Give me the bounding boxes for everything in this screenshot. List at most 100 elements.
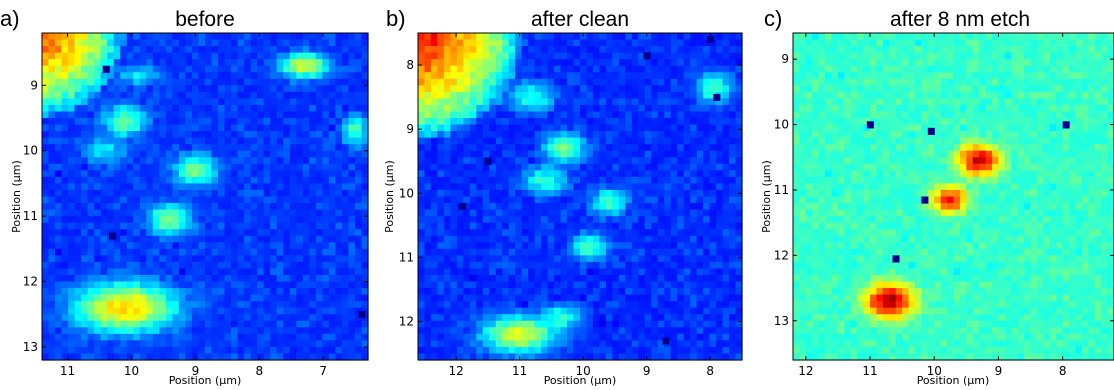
- heatmap-cell: [335, 268, 343, 276]
- heatmap-cell: [289, 33, 297, 41]
- heatmap-cell: [495, 91, 503, 99]
- heatmap-cell: [322, 353, 330, 361]
- heatmap-cell: [657, 98, 665, 106]
- heatmap-cell: [211, 78, 219, 86]
- heatmap-cell: [690, 111, 698, 119]
- heatmap-cell: [541, 33, 549, 41]
- heatmap-cell: [651, 294, 659, 302]
- heatmap-cell: [638, 261, 646, 270]
- heatmap-cell: [437, 255, 445, 263]
- heatmap-cell: [354, 261, 363, 270]
- heatmap-cell: [354, 78, 363, 86]
- heatmap-cell: [87, 196, 95, 204]
- heatmap-cell: [185, 104, 193, 113]
- heatmap-cell: [521, 46, 529, 54]
- heatmap-cell: [554, 281, 562, 289]
- heatmap-cell: [599, 196, 607, 204]
- heatmap-cell: [113, 255, 121, 263]
- heatmap-cell: [418, 144, 426, 152]
- heatmap-cell: [113, 137, 121, 145]
- heatmap-cell: [296, 274, 304, 283]
- heatmap-cell: [107, 346, 115, 355]
- heatmap-cell: [696, 222, 704, 230]
- heatmap-cell: [729, 150, 737, 158]
- heatmap-cell: [670, 314, 678, 322]
- heatmap-cell: [48, 144, 56, 152]
- heatmap-cell: [508, 59, 516, 67]
- heatmap-cell: [696, 327, 704, 335]
- heatmap-cell: [508, 222, 516, 230]
- heatmap-cell: [599, 124, 607, 132]
- heatmap-cell: [670, 209, 678, 217]
- heatmap-cell: [489, 340, 497, 348]
- heatmap-cell: [74, 235, 82, 243]
- heatmap-cell: [126, 346, 134, 355]
- heatmap-cell: [100, 124, 108, 132]
- heatmap-cell: [172, 72, 180, 80]
- heatmap-cell: [341, 320, 350, 328]
- heatmap-cell: [231, 39, 239, 47]
- heatmap-cell: [502, 118, 510, 126]
- heatmap-cell: [81, 294, 89, 302]
- heatmap-cell: [61, 170, 69, 178]
- heatmap-cell: [560, 203, 568, 211]
- heatmap-cell: [599, 144, 607, 152]
- heatmap-cell: [735, 65, 743, 73]
- heatmap-cell: [560, 150, 568, 158]
- heatmap-cell: [126, 294, 134, 302]
- heatmap-cell: [560, 170, 568, 178]
- heatmap-cell: [618, 59, 626, 67]
- heatmap-cell: [244, 288, 252, 296]
- heatmap-cell: [276, 255, 284, 263]
- heatmap-cell: [463, 170, 471, 178]
- heatmap-cell: [677, 163, 685, 171]
- heatmap-cell: [716, 98, 724, 106]
- heatmap-cell: [178, 52, 187, 60]
- heatmap-cell: [443, 242, 451, 250]
- heatmap-cell: [139, 131, 147, 139]
- heatmap-cell: [81, 288, 89, 296]
- heatmap-cell: [690, 216, 698, 224]
- heatmap-cell: [599, 78, 607, 86]
- heatmap-cell: [94, 124, 102, 132]
- heatmap-cell: [573, 98, 581, 106]
- heatmap-cell: [443, 274, 451, 283]
- heatmap-cell: [690, 209, 698, 217]
- heatmap-cell: [683, 98, 691, 106]
- heatmap-cell: [198, 203, 206, 211]
- heatmap-cell: [534, 235, 542, 243]
- heatmap-cell: [283, 301, 291, 309]
- heatmap-cell: [87, 314, 95, 322]
- heatmap-cell: [625, 163, 633, 171]
- heatmap-cell: [703, 183, 711, 191]
- heatmap-cell: [322, 294, 330, 302]
- heatmap-cell: [696, 340, 704, 348]
- heatmap-cell: [573, 91, 581, 99]
- heatmap-cell: [554, 144, 562, 152]
- heatmap-cell: [664, 261, 672, 270]
- heatmap-cell: [322, 170, 330, 178]
- heatmap-cell: [165, 281, 173, 289]
- heatmap-cell: [61, 268, 69, 276]
- heatmap-cell: [541, 255, 549, 263]
- heatmap-cell: [107, 209, 115, 217]
- heatmap-cell: [567, 150, 575, 158]
- heatmap-cell: [515, 59, 523, 67]
- heatmap-cell: [159, 59, 167, 67]
- heatmap-cell: [651, 242, 659, 250]
- heatmap-cell: [631, 52, 639, 60]
- heatmap-cell: [81, 235, 89, 243]
- heatmap-cell: [224, 72, 232, 80]
- heatmap-cell: [244, 59, 252, 67]
- heatmap-cell: [335, 353, 343, 361]
- heatmap-cell: [146, 150, 154, 158]
- heatmap-cell: [309, 104, 317, 113]
- heatmap-cell: [495, 346, 503, 355]
- heatmap-cell: [120, 203, 128, 211]
- heatmap-cell: [309, 131, 317, 139]
- heatmap-cell: [463, 196, 471, 204]
- heatmap-cell: [211, 98, 219, 106]
- heatmap-cell: [599, 85, 607, 93]
- heatmap-cell: [515, 222, 523, 230]
- heatmap-cell: [100, 235, 108, 243]
